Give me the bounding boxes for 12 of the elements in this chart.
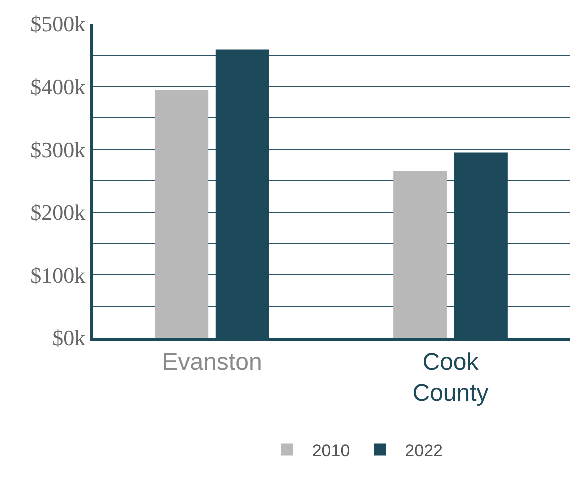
bar bbox=[394, 170, 448, 338]
legend-label: 2010 bbox=[312, 441, 350, 460]
y-tick-label: $300k bbox=[30, 137, 86, 162]
y-tick-label: $500k bbox=[30, 12, 86, 37]
x-tick-label: Evanston bbox=[162, 348, 262, 376]
y-tick-label: $400k bbox=[30, 74, 86, 100]
bar bbox=[155, 90, 209, 338]
y-tick-label: $200k bbox=[30, 200, 86, 226]
y-tick-label: $0k bbox=[52, 326, 86, 351]
y-tick-label: $100k bbox=[30, 262, 86, 288]
x-tick-label: Cook County bbox=[412, 348, 489, 407]
legend-label: 2022 bbox=[405, 441, 444, 460]
